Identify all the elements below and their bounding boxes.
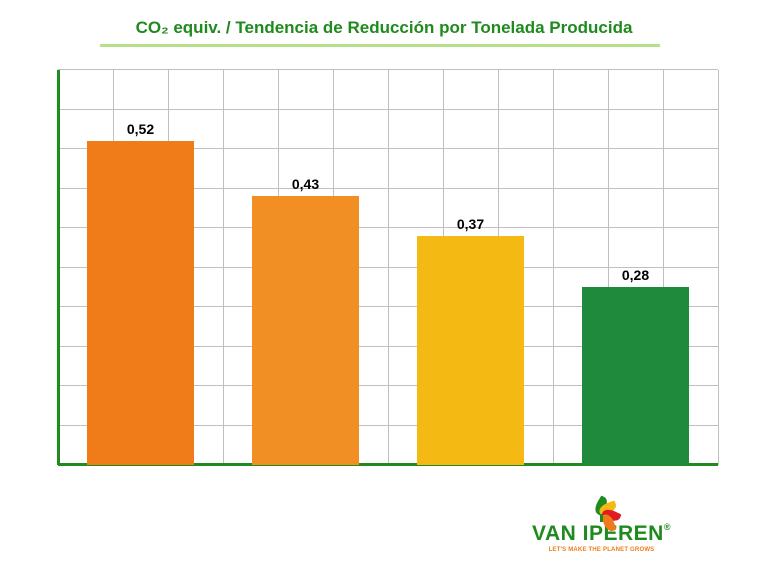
bar-value-label: 0,52: [87, 121, 194, 137]
gridline-v: [718, 70, 719, 465]
chart-title: CO₂ equiv. / Tendencia de Reducción por …: [0, 18, 768, 38]
bar-2: [417, 236, 524, 465]
bar-0: [87, 141, 194, 465]
gridline-v: [388, 70, 389, 465]
logo-stem-icon: [600, 514, 603, 522]
bar-value-label: 0,43: [252, 176, 359, 192]
chart-canvas: CO₂ equiv. / Tendencia de Reducción por …: [0, 0, 768, 576]
bar-value-label: 0,28: [582, 267, 689, 283]
gridline-v: [223, 70, 224, 465]
bar-3: [582, 287, 689, 465]
bar-1: [252, 196, 359, 465]
plot-area: 0,52 0,43 0,37 0,28: [58, 70, 718, 465]
y-axis: [57, 70, 60, 465]
brand-name: VAN IPEREN®: [532, 522, 671, 546]
title-underline: [100, 44, 660, 47]
registered-icon: ®: [664, 522, 671, 532]
brand-tagline: LET'S MAKE THE PLANET GROWS: [532, 547, 671, 553]
logo-mark-icon: [581, 486, 621, 520]
bar-value-label: 0,37: [417, 216, 524, 232]
brand-logo: VAN IPEREN® LET'S MAKE THE PLANET GROWS: [532, 486, 671, 553]
gridline-v: [553, 70, 554, 465]
